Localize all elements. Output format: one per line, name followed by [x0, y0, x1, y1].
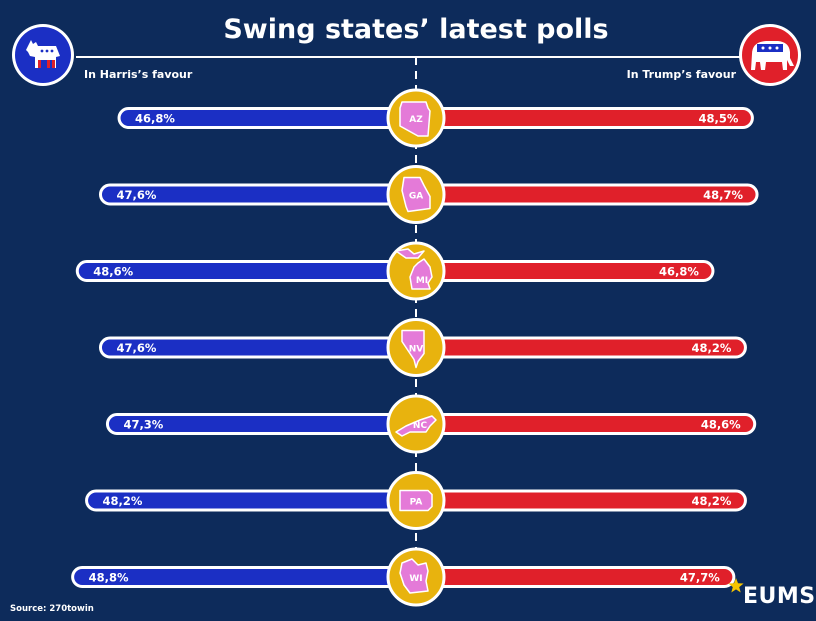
harris-value-nc: 47,3% [123, 418, 163, 432]
trump-value-az: 48,5% [698, 112, 738, 126]
state-label-nv: NV [409, 345, 424, 355]
harris-value-nv: 47,6% [116, 341, 156, 355]
state-shape-nc [395, 415, 437, 437]
harris-value-az: 46,8% [135, 112, 175, 126]
trump-value-pa: 48,2% [692, 494, 732, 508]
state-shape-mi [395, 248, 433, 290]
row-mi: 48,6% 46,8% MI [75, 241, 715, 301]
state-label-pa: PA [410, 498, 423, 508]
row-wi: 48,8% 47,7% WI [71, 547, 736, 607]
row-pa: 48,2% 48,2% PA [85, 471, 747, 530]
state-shape-wi [399, 558, 429, 594]
harris-value-ga: 47,6% [116, 188, 156, 202]
trump-value-ga: 48,7% [703, 188, 743, 202]
brand-label: EUMS [743, 584, 816, 609]
state-label-ga: GA [409, 192, 423, 202]
row-nc: 47,3% 48,6% NC [105, 394, 757, 454]
trump-value-nc: 48,6% [701, 418, 741, 432]
trump-value-mi: 46,8% [659, 265, 699, 279]
harris-side-label: In Harris’s favour [84, 68, 193, 81]
harris-value-mi: 48,6% [93, 265, 133, 279]
state-label-nc: NC [413, 421, 428, 431]
row-nv: 47,6% 48,2% NV [98, 318, 747, 377]
state-label-az: AZ [409, 115, 423, 125]
state-label-mi: MI [416, 276, 428, 286]
state-label-wi: WI [409, 574, 422, 584]
chart-title: Swing states’ latest polls [223, 14, 608, 45]
harris-value-wi: 48,8% [89, 571, 129, 585]
republican-elephant-icon [739, 24, 801, 86]
trump-value-nv: 48,2% [692, 341, 732, 355]
source-note: Source: 270towin [10, 604, 94, 614]
state-shape-az [399, 101, 431, 137]
state-shape-pa [399, 489, 433, 512]
eums-logo: EUMS [728, 578, 815, 609]
trump-value-wi: 47,7% [680, 571, 720, 585]
democrat-donkey-icon [12, 24, 74, 86]
trump-side-label: In Trump’s favour [627, 68, 737, 81]
state-shape-ga [401, 176, 431, 213]
harris-value-pa: 48,2% [103, 494, 143, 508]
state-shape-nv [401, 329, 425, 369]
star-icon [728, 578, 744, 593]
row-ga: 47,6% 48,7% GA [98, 165, 759, 224]
row-az: 46,8% 48,5% AZ [117, 88, 754, 148]
